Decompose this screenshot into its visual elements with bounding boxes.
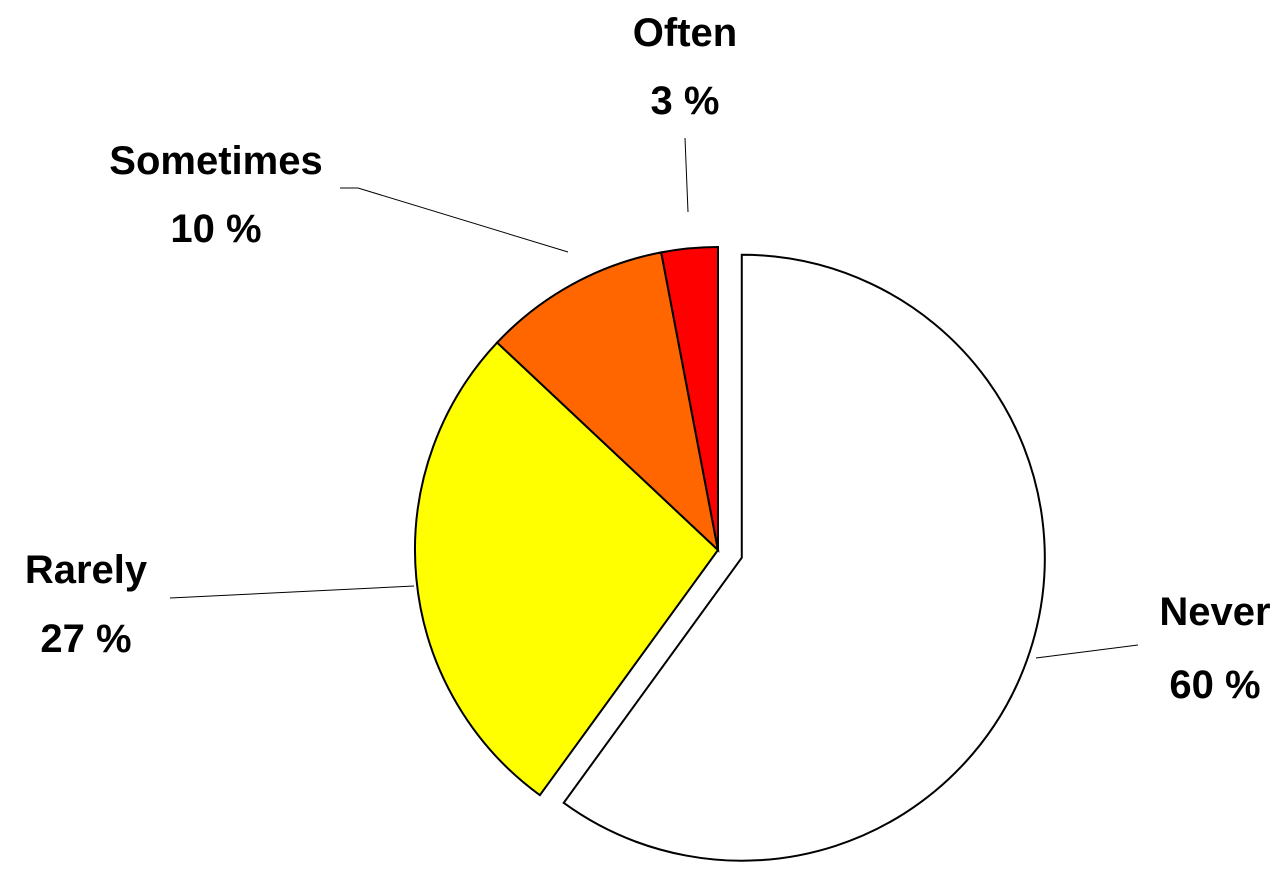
slice-percent-label-rarely: 27 % bbox=[40, 617, 131, 661]
leader-line-sometimes bbox=[340, 187, 569, 253]
slice-percent-label-never: 60 % bbox=[1169, 663, 1260, 707]
leader-line-never bbox=[1035, 644, 1139, 659]
leader-line-rarely bbox=[169, 585, 415, 599]
leader-line-often bbox=[684, 137, 689, 213]
pie-slice-rarely bbox=[413, 341, 720, 797]
slice-category-label-rarely: Rarely bbox=[25, 548, 148, 592]
slice-percent-label-often: 3 % bbox=[651, 79, 720, 123]
slice-category-label-sometimes: Sometimes bbox=[109, 139, 322, 183]
slice-category-label-often: Often bbox=[633, 11, 737, 55]
slice-category-label-never: Never bbox=[1159, 590, 1270, 634]
pie-slice-sometimes bbox=[495, 251, 720, 553]
slice-percent-label-sometimes: 10 % bbox=[170, 207, 261, 251]
pie-slice-often bbox=[660, 245, 719, 551]
pie-slice-never bbox=[562, 253, 1046, 862]
